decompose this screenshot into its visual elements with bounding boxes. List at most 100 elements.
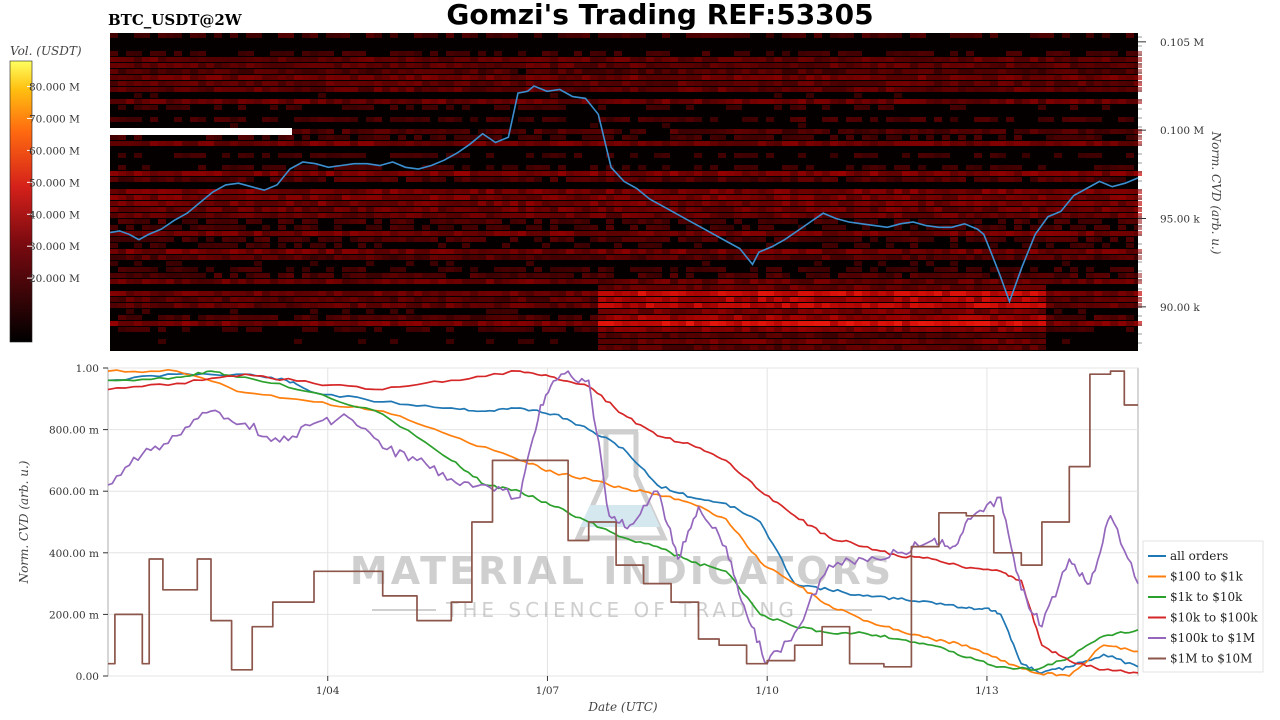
heatmap-cell (438, 255, 446, 260)
heatmap-cell (286, 279, 294, 284)
heatmap-cell (646, 213, 654, 218)
heatmap-cell (238, 231, 246, 236)
heatmap-cell (142, 63, 150, 68)
heatmap-cell (238, 291, 246, 296)
heatmap-cell (846, 303, 854, 308)
heatmap-cell (782, 315, 790, 320)
heatmap-cell (654, 333, 662, 338)
heatmap-cell (110, 51, 118, 56)
heatmap-cell (934, 255, 942, 260)
heatmap-cell (494, 51, 502, 56)
heatmap-cell (902, 51, 910, 56)
heatmap-cell (854, 273, 862, 278)
heatmap-cell (278, 207, 286, 212)
heatmap-cell (310, 261, 318, 266)
heatmap-cell (862, 69, 870, 74)
heatmap-cell (662, 231, 670, 236)
heatmap-cell (798, 75, 806, 80)
heatmap-cell (246, 279, 254, 284)
heatmap-cell (662, 207, 670, 212)
heatmap-cell (318, 195, 326, 200)
heatmap-cell (246, 87, 254, 92)
heatmap-cell (278, 87, 286, 92)
heatmap-cell (1006, 327, 1014, 332)
heatmap-cell (910, 231, 918, 236)
heatmap-cell (198, 231, 206, 236)
heatmap-cell (902, 303, 910, 308)
heatmap-cell (574, 267, 582, 272)
heatmap-cell (662, 177, 670, 182)
heatmap-cell (662, 141, 670, 146)
heatmap-cell (182, 237, 190, 242)
heatmap-cell (350, 279, 358, 284)
heatmap-cell (278, 219, 286, 224)
heatmap-cell (358, 63, 366, 68)
heatmap-cell (374, 243, 382, 248)
heatmap-cell (814, 273, 822, 278)
heatmap-cell (654, 99, 662, 104)
heatmap-cell (1086, 243, 1094, 248)
heatmap-cell (1062, 195, 1070, 200)
heatmap-cell (166, 99, 174, 104)
heatmap-cell (1006, 81, 1014, 86)
heatmap-cell (150, 81, 158, 86)
heatmap-cell (990, 129, 998, 134)
cvd-series-line (107, 370, 1139, 665)
heatmap-cell (806, 93, 814, 98)
heatmap-cell (998, 231, 1006, 236)
heatmap-cell (550, 303, 558, 308)
heatmap-cell (926, 249, 934, 254)
heatmap-cell (542, 207, 550, 212)
heatmap-cell (846, 279, 854, 284)
heatmap-cell (1126, 135, 1134, 140)
heatmap-cell (614, 201, 622, 206)
heatmap-cell (990, 315, 998, 320)
heatmap-cell (894, 141, 902, 146)
heatmap-cell (846, 57, 854, 62)
heatmap-cell (926, 51, 934, 56)
heatmap-cell (1094, 213, 1102, 218)
heatmap-cell (166, 267, 174, 272)
heatmap-cell (582, 171, 590, 176)
heatmap-cell (806, 99, 814, 104)
heatmap-cell (926, 177, 934, 182)
heatmap-cell (326, 303, 334, 308)
heatmap-cell (174, 225, 182, 230)
heatmap-cell (590, 75, 598, 80)
heatmap-cell (518, 99, 526, 104)
heatmap-cell (998, 195, 1006, 200)
heatmap-cell (278, 81, 286, 86)
heatmap-cell (766, 201, 774, 206)
heatmap-cell (566, 279, 574, 284)
heatmap-cell (670, 177, 678, 182)
heatmap-cell (590, 51, 598, 56)
heatmap-cell (206, 201, 214, 206)
heatmap-cell (886, 249, 894, 254)
heatmap-cell (902, 201, 910, 206)
heatmap-cell (350, 255, 358, 260)
heatmap-cell (894, 135, 902, 140)
heatmap-cell (374, 207, 382, 212)
heatmap-cell (990, 87, 998, 92)
heatmap-cell (806, 135, 814, 140)
heatmap-cell (1134, 303, 1142, 308)
heatmap-cell (1022, 303, 1030, 308)
heatmap-cell (654, 153, 662, 158)
heatmap-cell (1126, 219, 1134, 224)
heatmap-cell (662, 219, 670, 224)
heatmap-cell (726, 63, 734, 68)
heatmap-cell (558, 327, 566, 332)
heatmap-cell (1022, 219, 1030, 224)
heatmap-cell (670, 297, 678, 302)
heatmap-cell (902, 279, 910, 284)
heatmap-cell (494, 309, 502, 314)
heatmap-cell (294, 177, 302, 182)
heatmap-cell (766, 333, 774, 338)
heatmap-cell (430, 69, 438, 74)
heatmap-cell (798, 303, 806, 308)
heatmap-cell (790, 327, 798, 332)
heatmap-cell (942, 135, 950, 140)
heatmap-cell (430, 105, 438, 110)
heatmap-cell (1038, 315, 1046, 320)
heatmap-cell (814, 99, 822, 104)
